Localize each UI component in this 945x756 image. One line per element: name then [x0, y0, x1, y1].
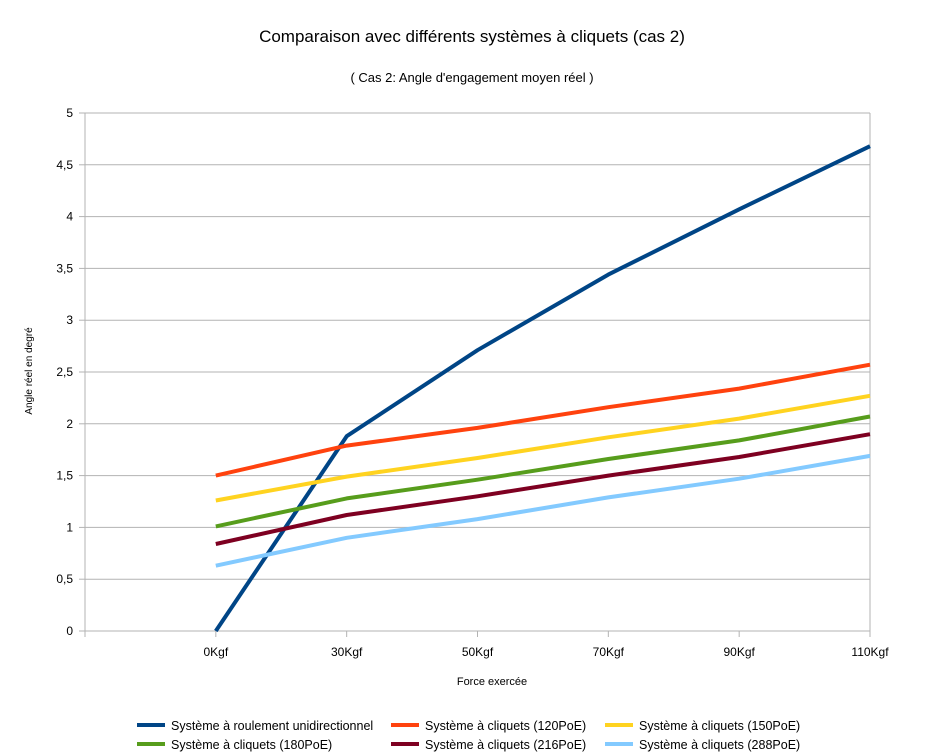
- y-tick-label: 0,5: [56, 572, 73, 586]
- series-line: [215, 362, 871, 478]
- x-tick-label: 50Kgf: [462, 645, 494, 659]
- y-tick-label: 2: [66, 417, 73, 431]
- chart-title: Comparaison avec différents systèmes à c…: [259, 27, 685, 46]
- legend-label: Système à cliquets (180PoE): [171, 738, 332, 752]
- legend-label: Système à cliquets (120PoE): [425, 719, 586, 733]
- series-line: [215, 393, 871, 503]
- legend-label: Système à roulement unidirectionnel: [171, 719, 373, 733]
- x-tick-label: 30Kgf: [331, 645, 363, 659]
- x-tick-label: 0Kgf: [203, 645, 228, 659]
- chart-subtitle: ( Cas 2: Angle d'engagement moyen réel ): [350, 70, 593, 85]
- x-tick-label: 90Kgf: [723, 645, 755, 659]
- x-tick-label: 110Kgf: [851, 645, 889, 659]
- y-axis-label: Angle réel en degré: [24, 327, 35, 415]
- y-tick-label: 1,5: [56, 469, 73, 483]
- series-line: [214, 144, 871, 633]
- y-tick-label: 2,5: [56, 365, 73, 379]
- y-tick-label: 5: [66, 106, 73, 120]
- x-axis-label: Force exercée: [457, 676, 527, 688]
- series-group: [214, 144, 871, 633]
- legend-label: Système à cliquets (216PoE): [425, 738, 586, 752]
- y-tick-label: 4,5: [56, 158, 73, 172]
- series-line: [215, 432, 871, 546]
- legend-label: Système à cliquets (150PoE): [639, 719, 800, 733]
- y-tick-label: 1: [66, 520, 73, 534]
- y-tick-label: 4: [66, 210, 73, 224]
- legend: Système à roulement unidirectionnel Systè…: [137, 719, 800, 752]
- grid: [85, 112, 870, 632]
- x-tick-label: 70Kgf: [593, 645, 625, 659]
- y-tick-label: 3: [66, 313, 73, 327]
- y-tick-label: 0: [66, 624, 73, 638]
- series-line: [215, 414, 871, 529]
- axes: [79, 112, 871, 637]
- series-line: [215, 453, 871, 568]
- legend-label: Système à cliquets (288PoE): [639, 738, 800, 752]
- y-tick-label: 3,5: [56, 261, 73, 275]
